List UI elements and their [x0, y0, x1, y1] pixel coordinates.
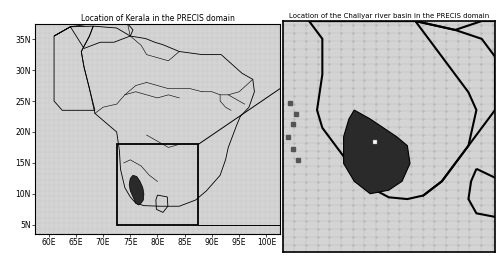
Title: Location of the Chaliyar river basin in the PRECIS domain: Location of the Chaliyar river basin in …	[288, 13, 489, 19]
Bar	[116, 144, 198, 225]
Polygon shape	[344, 110, 410, 194]
Polygon shape	[129, 175, 144, 205]
Title: Location of Kerala in the PRECIS domain: Location of Kerala in the PRECIS domain	[80, 14, 234, 23]
